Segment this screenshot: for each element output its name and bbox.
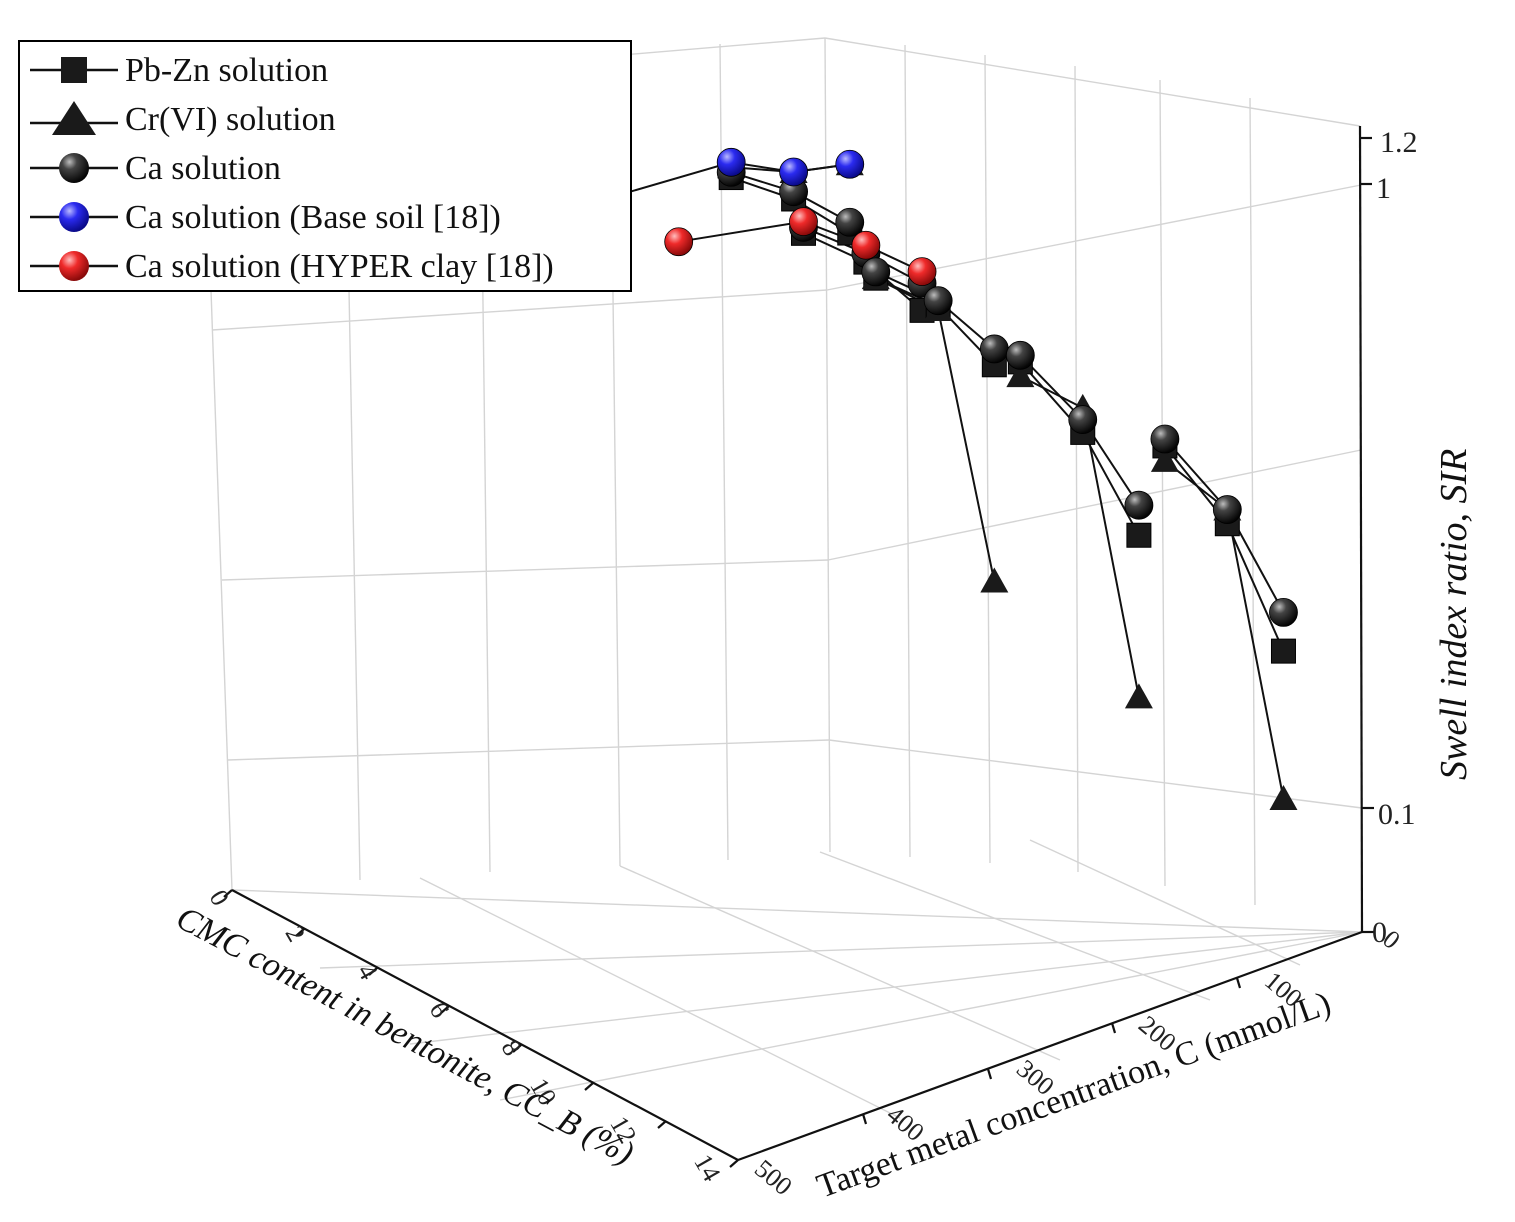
y-axis-label: Target metal concentration, C (mmol/L) <box>812 985 1336 1206</box>
z-tick-label: 0 <box>1372 916 1387 949</box>
legend-label: Ca solution <box>125 150 281 187</box>
data-point-sphere <box>851 230 881 260</box>
data-point-sphere <box>835 149 865 179</box>
series-lines <box>606 161 1285 800</box>
y-tick-label: 500 <box>749 1154 798 1201</box>
data-point-sphere <box>1212 495 1242 524</box>
series-line <box>1164 445 1285 652</box>
z-tick-label: 0.1 <box>1378 798 1416 831</box>
data-point-sphere <box>835 207 865 237</box>
legend-item-ca: Ca solution <box>20 144 632 192</box>
series-line <box>606 161 850 200</box>
data-point-sphere <box>1005 340 1035 370</box>
legend-item-pbzn: Pb-Zn solution <box>20 46 632 94</box>
data-point-sphere <box>923 286 953 316</box>
series-line <box>875 277 996 582</box>
series-markers <box>592 147 1298 811</box>
legend-label: Ca solution (HYPER clay [18]) <box>125 248 554 285</box>
data-point-sphere <box>907 257 937 287</box>
x-tick-label: 14 <box>688 1149 726 1186</box>
z-axis-ticks: 0 0.1 1 1.2 <box>1372 126 1418 949</box>
data-point-triangle <box>1006 362 1035 388</box>
z-tick-label: 1 <box>1376 172 1391 205</box>
series-line <box>1019 361 1140 536</box>
legend-label: Cr(VI) solution <box>125 101 336 138</box>
data-point-sphere <box>1068 405 1098 434</box>
legend: Pb-Zn solution Cr(VI) solution Ca soluti… <box>18 40 632 292</box>
data-point-sphere <box>1269 597 1298 627</box>
data-point-sphere <box>789 207 818 237</box>
legend-item-ca-hyper-clay: Ca solution (HYPER clay [18]) <box>20 242 632 290</box>
data-point-triangle <box>980 567 1009 593</box>
z-tick-label: 1.2 <box>1380 126 1418 159</box>
data-point-sphere <box>1124 490 1154 520</box>
data-point-sphere <box>664 227 694 257</box>
data-point-sphere <box>716 147 746 177</box>
z-axis-label: Swell index ratio, SIR <box>1433 449 1475 780</box>
legend-label: Ca solution (Base soil [18]) <box>125 199 501 236</box>
axis-lines <box>223 125 1374 1168</box>
legend-item-crvi: Cr(VI) solution <box>20 95 632 143</box>
data-point-sphere <box>979 334 1009 364</box>
legend-label: Pb-Zn solution <box>125 52 329 89</box>
x-axis-label: CMC content in bentonite, CC_B (%) <box>170 899 639 1172</box>
data-point-triangle <box>1269 785 1298 811</box>
data-point-triangle <box>1150 446 1179 472</box>
data-point-triangle <box>1124 683 1153 709</box>
legend-item-ca-base-soil: Ca solution (Base soil [18]) <box>20 193 632 241</box>
data-point-square <box>1270 638 1296 664</box>
data-point-square <box>1126 522 1152 548</box>
x-tick-label: 0 <box>204 885 236 911</box>
series-line <box>678 220 923 273</box>
data-point-sphere <box>779 157 808 187</box>
data-point-sphere <box>861 257 891 287</box>
data-point-sphere <box>1150 424 1180 454</box>
